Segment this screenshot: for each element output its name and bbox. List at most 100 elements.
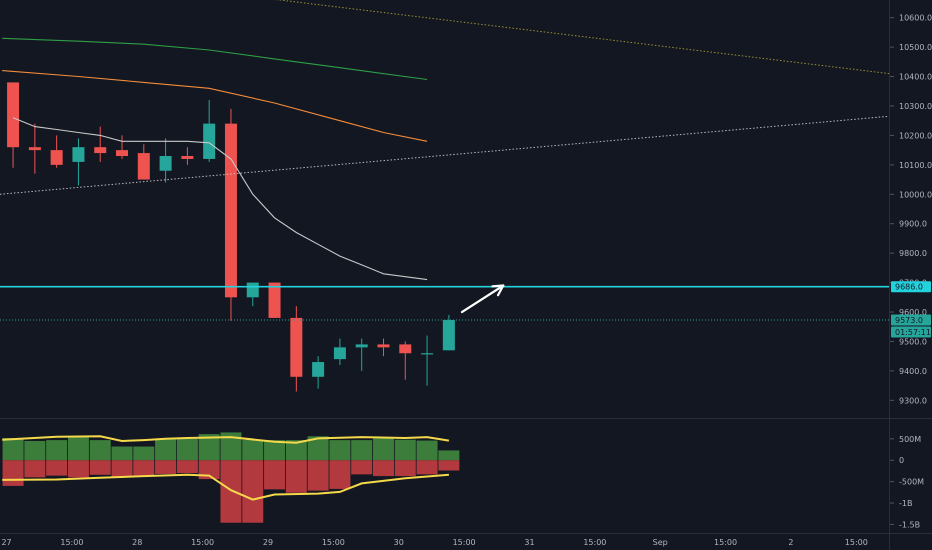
candle-down[interactable] — [28, 147, 41, 151]
price-pane[interactable] — [7, 82, 455, 392]
candle-down[interactable] — [290, 317, 303, 377]
volume-bar-up[interactable] — [2, 437, 24, 461]
candle-down[interactable] — [94, 147, 107, 154]
annotation-arrow-head — [491, 284, 505, 297]
volume-bar-up[interactable] — [329, 440, 351, 461]
volume-tick-label: -1B — [899, 499, 912, 508]
time-tick-label: 15:00 — [322, 538, 345, 547]
price-tick-label: 9900.0 — [899, 220, 927, 229]
volume-bar-down[interactable] — [307, 460, 329, 491]
volume-bar-down[interactable] — [198, 460, 220, 480]
volume-bar-up[interactable] — [111, 446, 133, 461]
candle-up[interactable] — [421, 353, 434, 355]
volume-bar-up[interactable] — [351, 440, 373, 461]
candle-up[interactable] — [246, 282, 259, 298]
volume-bar-up[interactable] — [372, 438, 394, 461]
countdown-badge-bg — [891, 326, 931, 338]
volume-bar-up[interactable] — [133, 446, 155, 461]
candle-down[interactable] — [377, 344, 390, 348]
volume-pane[interactable] — [2, 432, 460, 523]
volume-bar-up[interactable] — [416, 440, 438, 461]
time-tick-label: 31 — [524, 538, 534, 547]
volume-bar-up[interactable] — [394, 439, 416, 461]
volume-bar-up[interactable] — [155, 438, 177, 461]
time-tick-label: 2 — [788, 538, 793, 547]
oscillator-upper-line — [2, 435, 450, 444]
volume-bar-down[interactable] — [394, 460, 416, 477]
volume-bar-up[interactable] — [46, 440, 68, 461]
volume-bar-down[interactable] — [285, 460, 307, 493]
last-price-badge: 9573.0 — [895, 316, 923, 325]
resistance-price-badge-bg — [891, 281, 931, 293]
volume-bar-up[interactable] — [176, 438, 198, 461]
ma-mid-line — [2, 70, 428, 142]
candle-down[interactable] — [50, 150, 63, 165]
volume-bar-up[interactable] — [67, 436, 89, 461]
candle-up[interactable] — [203, 123, 216, 159]
resistance-price-badge: 9686.0 — [895, 283, 923, 292]
price-tick-label: 10300.0 — [899, 102, 932, 111]
volume-bar-down[interactable] — [24, 460, 46, 478]
volume-bar-down[interactable] — [2, 460, 24, 486]
volume-bar-down[interactable] — [242, 460, 264, 523]
price-tick-label: 10000.0 — [899, 190, 932, 199]
candle-down[interactable] — [268, 282, 281, 318]
volume-bar-down[interactable] — [89, 460, 111, 475]
volume-tick-label: 0 — [899, 456, 904, 465]
volume-bar-down[interactable] — [264, 460, 286, 490]
volume-tick-label: -1.5B — [899, 520, 920, 529]
volume-bar-down[interactable] — [111, 460, 133, 478]
time-tick-label: 15:00 — [845, 538, 868, 547]
volume-bar-up[interactable] — [89, 440, 111, 461]
price-tick-label: 10500.0 — [899, 43, 932, 52]
time-tick-label: Sep — [653, 538, 668, 547]
candle-up[interactable] — [442, 319, 455, 351]
candle-down[interactable] — [399, 344, 412, 354]
candle-down[interactable] — [181, 156, 194, 159]
volume-bar-down[interactable] — [67, 460, 89, 478]
time-tick-label: 27 — [1, 538, 11, 547]
volume-tick-label: 500M — [899, 435, 921, 444]
volume-bar-up[interactable] — [220, 432, 242, 461]
candle-up[interactable] — [333, 347, 346, 360]
countdown-badge: 01:57:11 — [895, 328, 931, 337]
candle-down[interactable] — [7, 82, 20, 148]
volume-bar-down[interactable] — [372, 460, 394, 477]
annotation-arrow[interactable] — [460, 284, 505, 314]
price-tick-label: 9800.0 — [899, 249, 927, 258]
ma-long-line — [2, 37, 428, 81]
volume-bar-up[interactable] — [264, 440, 286, 461]
volume-bar-down[interactable] — [155, 460, 177, 474]
candle-up[interactable] — [72, 147, 85, 162]
volume-bar-down[interactable] — [46, 460, 68, 476]
volume-bar-down[interactable] — [133, 460, 155, 476]
volume-bar-down[interactable] — [351, 460, 373, 475]
volume-bar-down[interactable] — [176, 460, 198, 474]
volume-bar-up[interactable] — [242, 439, 264, 461]
time-tick-label: 15:00 — [714, 538, 737, 547]
candle-up[interactable] — [355, 344, 368, 348]
ma-short-line — [12, 117, 428, 281]
volume-bar-up[interactable] — [198, 434, 220, 461]
time-tick-label: 15:00 — [60, 538, 83, 547]
candle-up[interactable] — [159, 156, 172, 171]
candle-down[interactable] — [137, 153, 150, 180]
time-tick-label: 15:00 — [191, 538, 214, 547]
overlay-lines — [0, 0, 890, 321]
volume-bar-up[interactable] — [285, 440, 307, 461]
volume-bar-down[interactable] — [220, 460, 242, 523]
candle-up[interactable] — [312, 362, 325, 377]
volume-bar-down[interactable] — [416, 460, 438, 475]
price-tick-label: 10100.0 — [899, 161, 932, 170]
volume-bar-down[interactable] — [329, 460, 351, 489]
candle-down[interactable] — [116, 150, 129, 157]
volume-bar-up[interactable] — [438, 450, 460, 461]
price-tick-label: 10600.0 — [899, 14, 932, 23]
time-tick-label: 15:00 — [583, 538, 606, 547]
volume-bar-down[interactable] — [438, 460, 460, 471]
candle-down[interactable] — [224, 123, 237, 298]
volume-bar-up[interactable] — [24, 440, 46, 461]
volume-bar-up[interactable] — [307, 436, 329, 461]
